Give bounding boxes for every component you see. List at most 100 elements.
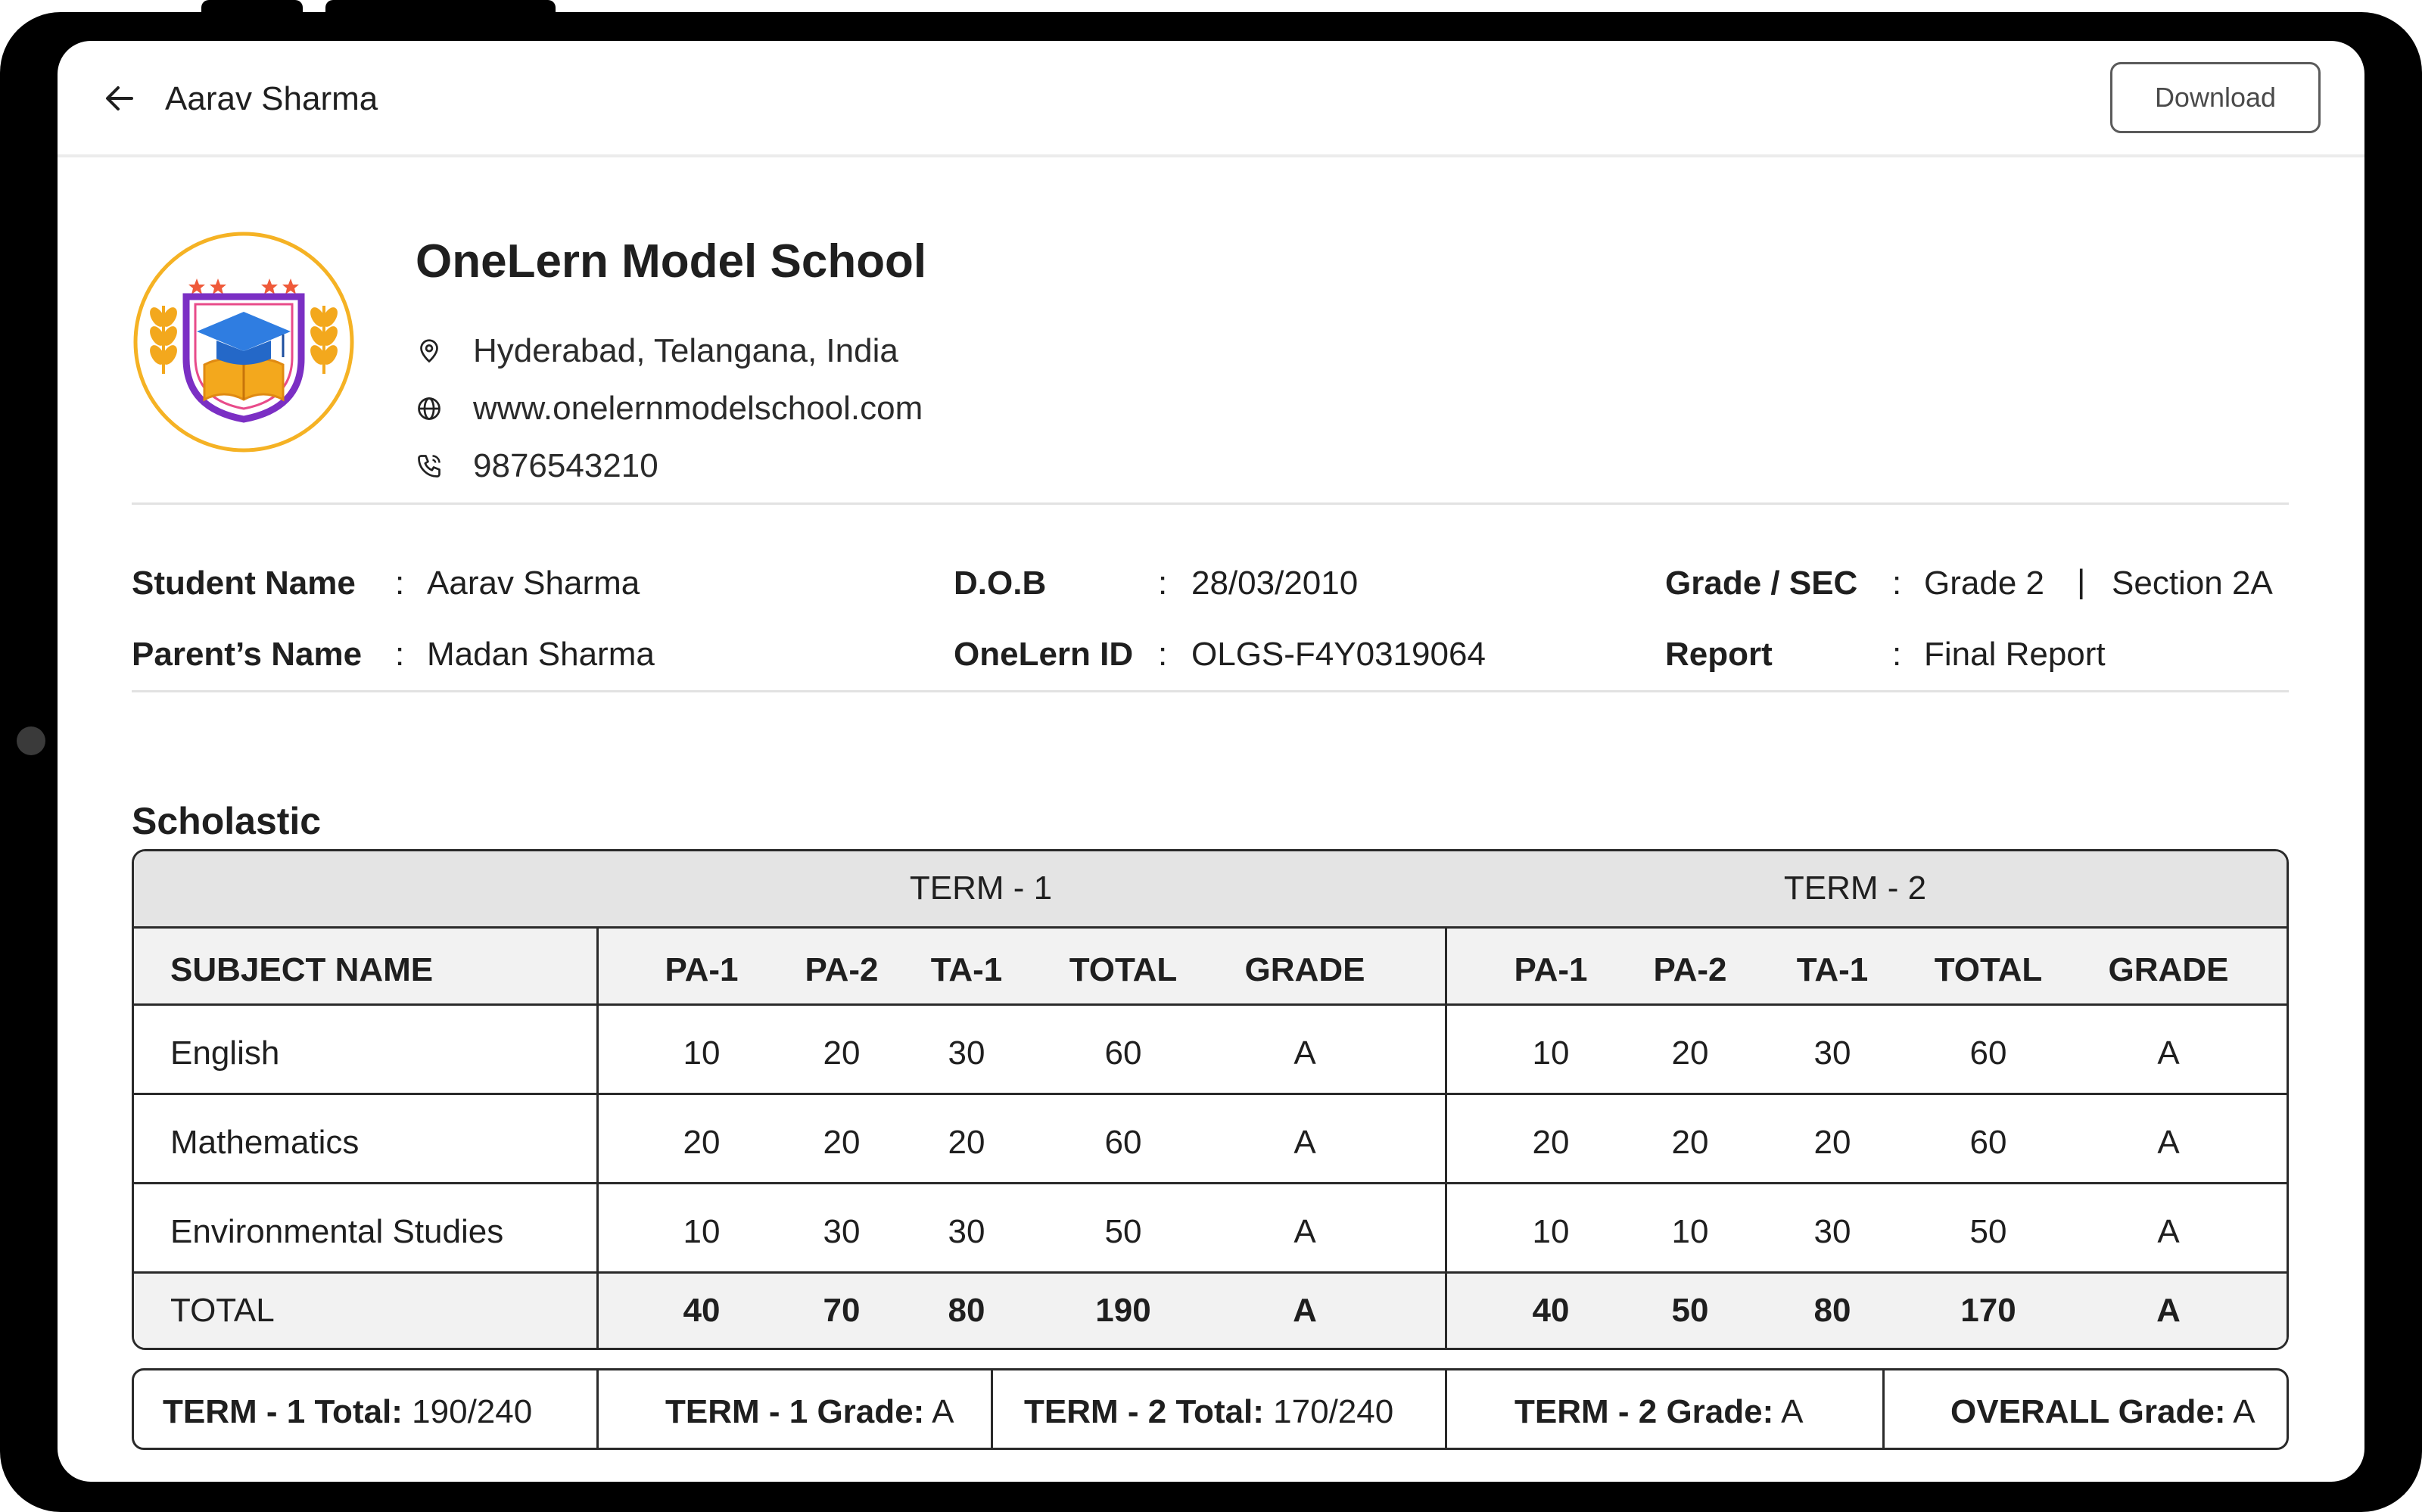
score-cell: 50: [1104, 1213, 1142, 1250]
total-cell: 50: [1671, 1292, 1709, 1329]
column-header: GRADE: [2108, 951, 2229, 988]
school-website: www.onelernmodelschool.com: [416, 386, 923, 431]
subject-name: English: [170, 1034, 280, 1072]
school-address: Hyderabad, Telangana, India: [416, 328, 898, 374]
dob-value: 28/03/2010: [1191, 565, 1359, 602]
colon: :: [1892, 636, 1902, 673]
score-cell: A: [1293, 1213, 1316, 1250]
total-cell: A: [2156, 1292, 2181, 1329]
column-header: PA-2: [1653, 951, 1727, 988]
score-cell: 20: [1671, 1034, 1709, 1072]
section-value: Section 2A: [2112, 565, 2273, 602]
parent-name-value: Madan Sharma: [427, 636, 655, 673]
total-cell: 80: [1813, 1292, 1851, 1329]
score-cell: 30: [1813, 1034, 1851, 1072]
onelern-id-value: OLGS-F4Y0319064: [1191, 636, 1486, 673]
colon: :: [1158, 565, 1168, 602]
summary-divider: [991, 1370, 993, 1448]
score-cell: A: [2157, 1213, 2180, 1250]
report-label: Report: [1665, 636, 1773, 673]
overall-grade-value: A: [2233, 1393, 2255, 1430]
arrow-left-icon[interactable]: [101, 80, 138, 117]
student-name-value: Aarav Sharma: [427, 565, 640, 602]
score-cell: A: [2157, 1034, 2180, 1072]
phone-number[interactable]: 9876543210: [473, 447, 658, 484]
summary-divider: [1882, 1370, 1885, 1448]
address-text: Hyderabad, Telangana, India: [473, 332, 898, 369]
scholastic-table: TERM - 1 TERM - 2 SUBJECT NAME PA-1 PA-2 TA…: [132, 849, 2289, 1350]
column-header: TOTAL: [1069, 951, 1178, 988]
score-cell: 20: [1671, 1124, 1709, 1161]
score-cell: 30: [948, 1213, 985, 1250]
term2-grade-label: TERM - 2 Grade:: [1515, 1393, 1774, 1430]
score-cell: A: [1293, 1034, 1316, 1072]
total-cell: A: [1293, 1292, 1317, 1329]
column-header: SUBJECT NAME: [170, 951, 434, 988]
score-cell: 60: [1969, 1034, 2007, 1072]
column-header: TOTAL: [1934, 951, 2043, 988]
website-link[interactable]: www.onelernmodelschool.com: [473, 390, 923, 427]
location-pin-icon: [420, 339, 438, 363]
divider: [132, 502, 2289, 505]
term1-grade-label: TERM - 1 Grade:: [665, 1393, 925, 1430]
score-cell: 20: [823, 1034, 861, 1072]
score-cell: 20: [683, 1124, 721, 1161]
term2-grade-value: A: [1781, 1393, 1804, 1430]
term2-total-summary: TERM - 2 Total: 170/240: [1024, 1393, 1393, 1431]
score-cell: 30: [948, 1034, 985, 1072]
score-cell: A: [1293, 1124, 1316, 1161]
total-cell: 40: [683, 1292, 721, 1329]
school-phone: 9876543210: [416, 443, 658, 489]
download-button[interactable]: Download: [2110, 62, 2321, 133]
frame-button: [325, 0, 556, 17]
pipe-separator: |: [2077, 563, 2086, 600]
school-name: OneLern Model School: [416, 235, 927, 288]
score-cell: 60: [1104, 1034, 1142, 1072]
colon: :: [395, 565, 405, 602]
term1-total-label: TERM - 1 Total:: [163, 1393, 403, 1430]
score-cell: 20: [948, 1124, 985, 1161]
colon: :: [395, 636, 405, 673]
grade-sec-label: Grade / SEC: [1665, 565, 1858, 602]
term2-grade-summary: TERM - 2 Grade: A: [1515, 1393, 1803, 1431]
score-cell: 20: [823, 1124, 861, 1161]
term1-grade-value: A: [932, 1393, 954, 1430]
screen: Aarav Sharma Download: [58, 41, 2364, 1482]
overall-grade-label: OVERALL Grade:: [1950, 1393, 2226, 1430]
total-cell: 70: [823, 1292, 861, 1329]
scholastic-title: Scholastic: [132, 800, 322, 842]
onelern-id-label: OneLern ID: [954, 636, 1134, 673]
score-cell: 10: [1532, 1213, 1570, 1250]
column-header: PA-1: [1514, 951, 1588, 988]
camera: [17, 726, 45, 755]
colon: :: [1158, 636, 1168, 673]
term-header-row: TERM - 1 TERM - 2: [134, 851, 2287, 929]
dob-label: D.O.B: [954, 565, 1047, 602]
score-cell: A: [2157, 1124, 2180, 1161]
total-cell: 40: [1532, 1292, 1570, 1329]
score-cell: 20: [1532, 1124, 1570, 1161]
term1-grade-summary: TERM - 1 Grade: A: [665, 1393, 954, 1431]
term2-header: TERM - 2: [1783, 870, 1927, 907]
score-cell: 10: [1532, 1034, 1570, 1072]
column-header-row: SUBJECT NAME PA-1 PA-2 TA-1 TOTAL GRADE PA-1 PA…: [134, 929, 2287, 1006]
top-bar: Aarav Sharma Download: [58, 41, 2364, 157]
table-row: English 10 20 30 60 A 10 20 30 60 A: [134, 1006, 2287, 1095]
term1-total-summary: TERM - 1 Total: 190/240: [163, 1393, 532, 1431]
subject-column-divider: [596, 929, 599, 1348]
parent-name-label: Parent’s Name: [132, 636, 363, 673]
report-value: Final Report: [1924, 636, 2106, 673]
score-cell: 10: [683, 1034, 721, 1072]
column-header: TA-1: [1796, 951, 1869, 988]
term2-total-value: 170/240: [1273, 1393, 1394, 1430]
total-row: TOTAL 40 70 80 190 A 40 50 80 170 A: [134, 1274, 2287, 1348]
total-cell: 190: [1095, 1292, 1151, 1329]
score-cell: 10: [1671, 1213, 1709, 1250]
frame-button: [201, 0, 303, 17]
score-cell: 60: [1969, 1124, 2007, 1161]
summary-bar: TERM - 1 Total: 190/240 TERM - 1 Grade: …: [132, 1368, 2289, 1450]
column-header: PA-2: [805, 951, 879, 988]
total-cell: 170: [1960, 1292, 2016, 1329]
student-name-label: Student Name: [132, 565, 356, 602]
total-label: TOTAL: [170, 1292, 275, 1329]
